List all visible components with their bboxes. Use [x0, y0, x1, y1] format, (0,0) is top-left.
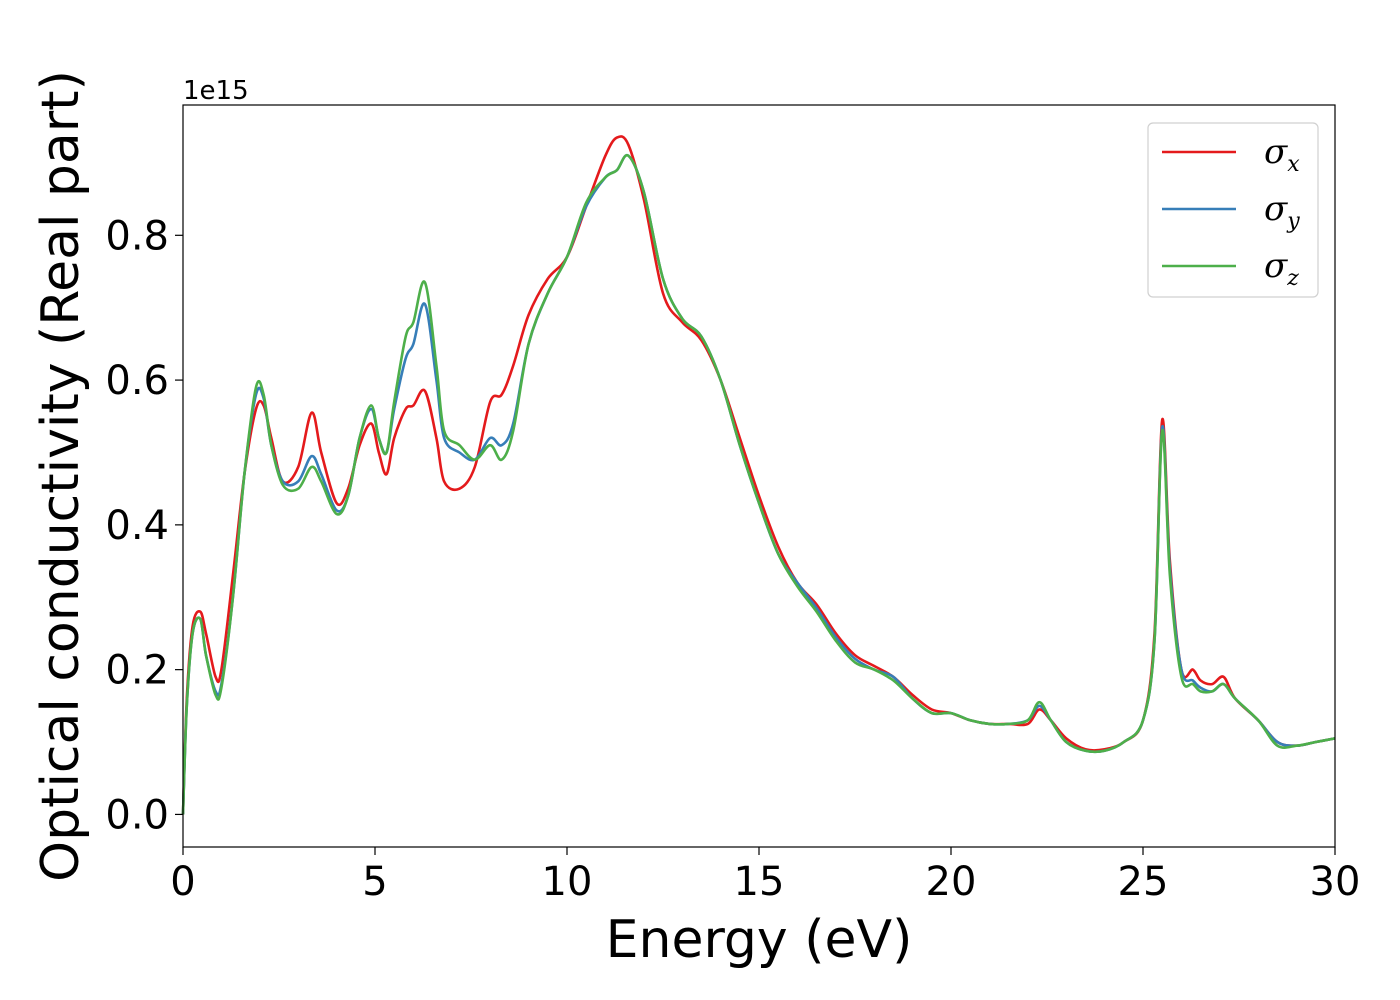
x-axis-label: Energy (eV): [606, 910, 913, 970]
series-layer: [181, 135, 1336, 815]
legend-items: σx σy σz: [1162, 132, 1300, 291]
x-tick-label: 5: [362, 859, 387, 905]
legend-label-y: σy: [1264, 189, 1300, 234]
x-ticks: 0 5 10 15 20 25 30: [170, 847, 1360, 905]
x-tick-label: 30: [1310, 859, 1361, 905]
y-tick-label: 0.0: [105, 792, 169, 838]
y-offset-label: 1e15: [183, 76, 249, 106]
x-tick-label: 25: [1118, 859, 1169, 905]
y-tick-label: 0.4: [105, 503, 169, 549]
x-tick-label: 0: [170, 859, 195, 905]
y-tick-label: 0.2: [105, 648, 169, 694]
legend-label-x: σx: [1264, 132, 1300, 177]
legend: σx σy σz: [1147, 122, 1319, 298]
x-tick-label: 15: [734, 859, 785, 905]
x-tick-label: 20: [926, 859, 977, 905]
y-ticks: 0.0 0.2 0.4 0.6 0.8: [105, 213, 183, 838]
y-axis-label: Optical conductivity (Real part): [31, 70, 91, 882]
y-tick-label: 0.6: [105, 358, 169, 404]
legend-label-z: σz: [1264, 246, 1299, 291]
series-line-z: [181, 153, 1336, 815]
x-tick-label: 10: [542, 859, 593, 905]
y-tick-label: 0.8: [105, 213, 169, 259]
